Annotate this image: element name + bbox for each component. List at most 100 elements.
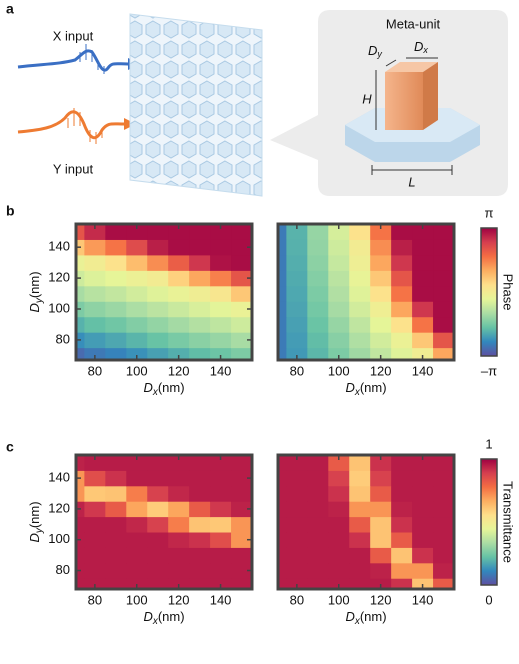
heatmap-cell [105,516,127,533]
axis-unit: (nm) [360,609,387,624]
heatmap-cell [328,316,350,333]
x-tick-label: 140 [412,592,434,607]
heatmap-cell [84,239,106,256]
heatmap-cell [126,239,148,256]
heatmap-cell [147,516,169,533]
heatmap-cell [433,578,454,589]
x-tick-label: 140 [210,592,232,607]
heatmap-cell [189,455,211,471]
heatmap-cell [286,254,308,271]
heatmap-cell [307,485,329,502]
heatmap-cell [147,347,169,360]
x-tick-label: 80 [290,592,304,607]
heatmap-cell [84,224,106,240]
heatmap-cell [231,332,252,349]
x-tick-label: 80 [88,592,102,607]
heatmap-cell [189,224,211,240]
heatmap-cell [105,485,127,502]
heatmap-cell [278,547,287,564]
heatmap-cell [286,547,308,564]
heatmap-cell [412,578,434,589]
heatmap-cell [307,562,329,579]
heatmap-cell [412,562,434,579]
heatmap-cell [391,578,413,589]
heatmap-cell [433,301,454,318]
heatmap-cell [147,562,169,579]
heatmap-cell [328,332,350,349]
heatmap-cell [278,254,287,271]
heatmap-cell [76,547,85,564]
heatmap-cell [349,501,371,518]
plot-frame [276,453,456,591]
heatmap-cell [433,347,454,360]
heatmap-cell [76,224,85,240]
heatmap-cell [412,270,434,287]
y-tick-label: 80 [56,331,70,346]
heatmap [76,455,252,589]
heatmap-cell [105,316,127,333]
axis-label: Dx(nm) [143,609,184,626]
heatmap-cell [147,485,169,502]
heatmap-cell [210,501,232,518]
heatmap-cell [412,347,434,360]
heatmap-cell [412,301,434,318]
colorbar-tick-label: 1 [485,436,492,451]
heatmap-cell [84,270,106,287]
heatmap-cell [391,501,413,518]
heatmap-cell [433,332,454,349]
heatmap-cell [76,285,85,302]
heatmap-cell [210,270,232,287]
heatmap-cell [370,301,392,318]
heatmap-cell [231,470,252,487]
x-tick-label: 100 [328,592,350,607]
axis-symbol: D [143,380,152,395]
heatmap-cell [307,501,329,518]
heatmap-cell [328,455,350,471]
heatmap-cell [349,578,371,589]
heatmap-cell [231,224,252,240]
heatmap-cell [433,316,454,333]
heatmap-cell [231,501,252,518]
heatmap-cell [286,578,308,589]
heatmap-cell [328,578,350,589]
panel-label: c [6,439,14,455]
heatmap-cell [349,516,371,533]
heatmap-cell [126,516,148,533]
heatmap-cell [189,254,211,271]
heatmap-cell [307,254,329,271]
heatmap-cell [328,562,350,579]
heatmap-cell [278,485,287,502]
heatmap-cell [391,516,413,533]
axis-unit: (nm) [158,380,185,395]
heatmap-cell [307,332,329,349]
heatmap-cell [231,532,252,548]
axis-symbol: D [27,533,42,542]
heatmap-cell [105,347,127,360]
heatmap-cell [278,501,287,518]
heatmap [76,224,252,360]
heatmap-cell [210,547,232,564]
heatmap-cell [76,578,85,589]
heatmap-cell [231,547,252,564]
heatmap-cell [286,301,308,318]
y-tick-label: 100 [48,300,70,315]
heatmap-cell [278,285,287,302]
heatmap-cell [84,285,106,302]
heatmap-cell [76,316,85,333]
heatmap-cell [84,578,106,589]
plot-frame [276,222,456,362]
heatmap-cell [189,516,211,533]
axis-sub: y [34,527,45,534]
heatmap-cell [210,485,232,502]
heatmap-cell [328,470,350,487]
heatmap-cell [126,547,148,564]
heatmap-cell [412,332,434,349]
heatmap-cell [189,347,211,360]
heatmap-cell [84,547,106,564]
heatmap-cell [231,316,252,333]
axis-label: Dy(nm) [27,271,44,312]
colorbar-tick-label: 0 [485,592,492,607]
heatmap-cell [168,532,190,548]
heatmap-cell [84,254,106,271]
heatmap-cell [391,470,413,487]
